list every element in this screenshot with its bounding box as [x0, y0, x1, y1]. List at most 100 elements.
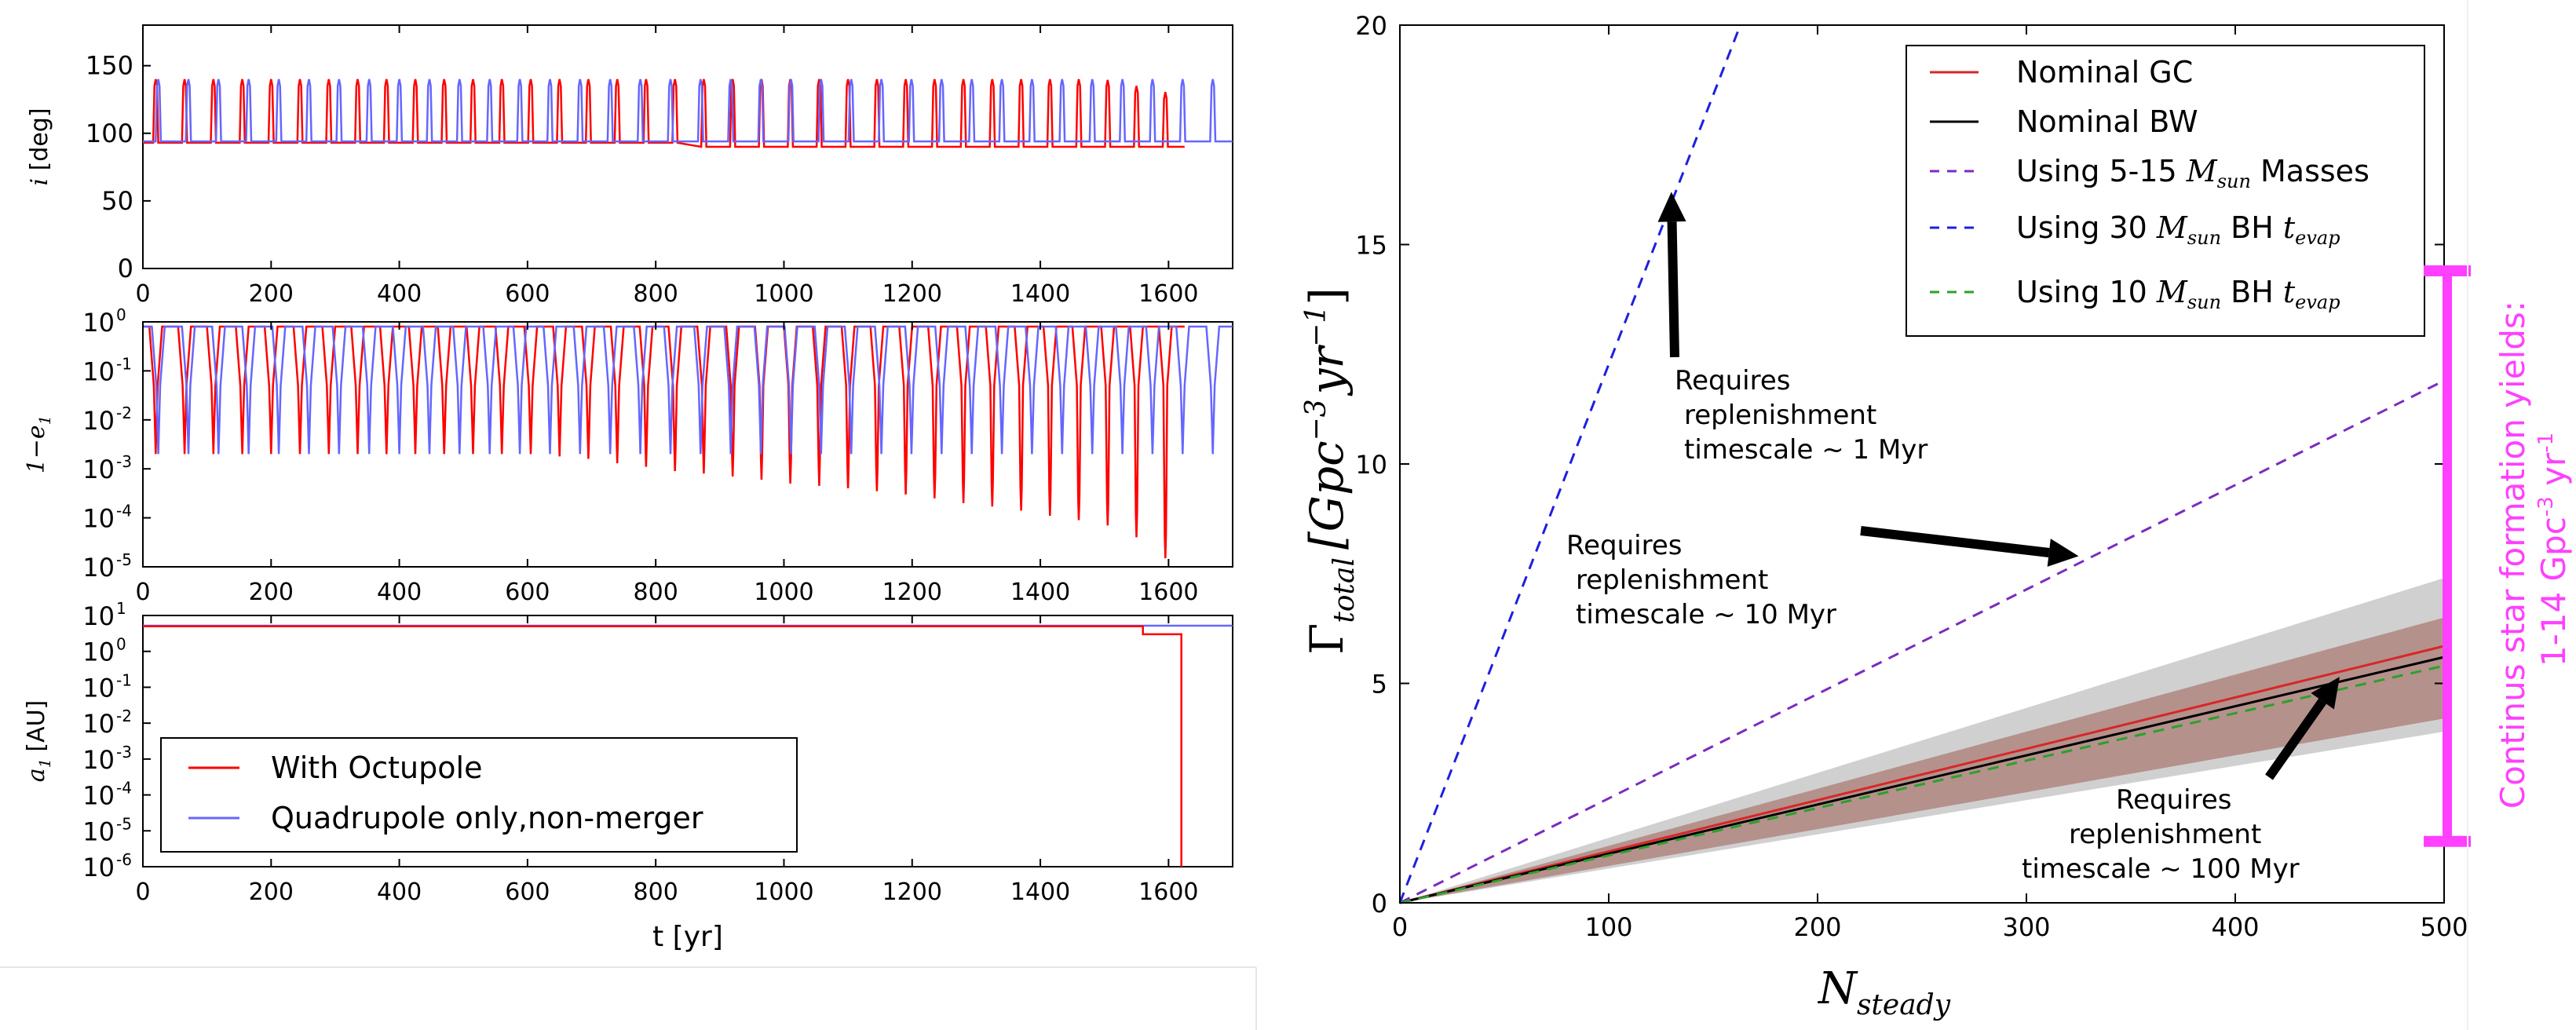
x-tick-label: 1000	[754, 280, 813, 308]
x-tick-label: 100	[1584, 912, 1632, 942]
x-tick-label: 300	[2002, 912, 2050, 942]
series-line-quadrupole	[143, 79, 1233, 143]
series-line-quadrupole	[143, 325, 1233, 455]
y-tick-label: 10	[82, 553, 115, 583]
confidence-band	[1400, 617, 2444, 903]
y-axis-label-sub: 1	[35, 758, 54, 769]
band-group	[1400, 578, 2444, 903]
x-tick-label: 1400	[1010, 579, 1070, 606]
y-tick-label-exp: 0	[116, 635, 126, 654]
annotation-text: replenishment	[1576, 564, 1768, 596]
legend-text: Masses	[2251, 154, 2370, 188]
y-axis-label: Γtotal [Gpc−3yr−1]	[1300, 287, 1361, 655]
y-tick-label-exp: -4	[116, 779, 132, 798]
legend-text: Using 30	[2016, 210, 2157, 245]
legend-math: M	[2186, 154, 2218, 188]
annotation-arrow-shaft	[1860, 526, 2050, 557]
annotation-text: Requires	[2116, 784, 2231, 816]
y-tick-label-exp: -3	[116, 743, 132, 762]
annotation-text: timescale ~ 100 Myr	[2022, 853, 2300, 885]
y-axis-label-math: i	[26, 178, 53, 186]
legend-label-bh30: Using 30 Msun BH tevap	[2016, 210, 2340, 249]
range-bar-label: Continus star formation yields: 1-14 Gpc…	[2494, 290, 2573, 809]
y-axis-label-close: ]	[1300, 287, 1354, 305]
y-tick-label: 15	[1355, 231, 1387, 261]
x-tick-label: 0	[135, 280, 150, 308]
y-axis-label-sub: total	[1328, 557, 1361, 623]
range-bar-exp: -1	[2534, 433, 2558, 453]
annotation-text: timescale ~ 1 Myr	[1684, 434, 1927, 466]
legend-math: t	[2283, 275, 2296, 309]
y-tick-label-exp: -6	[116, 850, 132, 869]
x-tick-label: 400	[377, 280, 422, 308]
y-axis-label-main: a	[23, 768, 50, 782]
series-group	[143, 79, 1233, 148]
y-axis-label-exp2: −1	[1300, 305, 1332, 347]
legend-label-nominal-bw: Nominal BW	[2016, 104, 2198, 139]
confidence-band	[1400, 578, 2444, 903]
annotation-text: replenishment	[1684, 400, 1876, 431]
annotation-text: timescale ~ 10 Myr	[1576, 599, 1836, 630]
x-tick-label: 200	[249, 280, 294, 308]
x-axis-label-sub: steady	[1857, 989, 1951, 1021]
x-tick-label: 1200	[882, 280, 942, 308]
legend-math-sub: sun	[2217, 170, 2251, 192]
annotation-text: replenishment	[2069, 819, 2261, 850]
y-tick-label: 10	[82, 816, 115, 846]
series-line-octupole	[143, 625, 1182, 867]
x-tick-label: 800	[634, 280, 678, 308]
y-tick-label: 5	[1372, 670, 1387, 699]
x-tick-label: 1600	[1138, 579, 1198, 606]
annotation-arrow-head	[1657, 192, 1686, 222]
x-tick-label: 1000	[754, 579, 813, 606]
x-axis-label: Nsteady	[1817, 963, 1951, 1021]
y-tick-label-exp: -2	[116, 404, 132, 422]
y-axis-label: i [deg]	[26, 108, 53, 185]
panel-inclination: 0 200 400 600 800 1000 1200 1400 1600 0 50 100 150 i…	[26, 24, 1233, 308]
x-axis-label-main: N	[1817, 963, 1858, 1014]
series-line-masses	[1399, 379, 2445, 904]
y-tick-label-exp: 0	[116, 305, 126, 324]
legend-text: Using 5-15	[2016, 154, 2187, 188]
x-tick-label: 1400	[1010, 878, 1070, 906]
x-tick-label: 0	[135, 579, 150, 606]
y-tick-label: 10	[82, 356, 115, 386]
range-bar-label-line2: 1-14 Gpc-3 yr-1	[2534, 433, 2573, 667]
legend-math-sub: sun	[2187, 291, 2221, 313]
x-tick-label: 600	[505, 280, 550, 308]
y-tick-label: 50	[101, 186, 133, 216]
legend-label-nominal-gc: Nominal GC	[2016, 55, 2193, 89]
y-axis-label-unit: [deg]	[26, 108, 53, 178]
y-tick-label: 100	[86, 119, 133, 148]
x-tick-label: 200	[1793, 912, 1841, 942]
y-axis-label-unit: [Gpc	[1300, 440, 1354, 550]
legend-math: M	[2156, 275, 2188, 309]
series-group	[143, 325, 1233, 559]
y-tick-label: 10	[82, 853, 115, 882]
legend-box	[1906, 45, 2425, 337]
y-axis-label-gamma: Γ	[1300, 623, 1354, 655]
tick-group: 0 200 400 600 800 1000 1200 1400 1600 0 50 100 150	[86, 25, 1199, 308]
y-tick-label: 10	[82, 455, 115, 484]
legend: Nominal GC Nominal BW Using 5-15 Msun Ma…	[1906, 45, 2425, 337]
series-group	[143, 624, 1233, 867]
annotation-text: Requires	[1566, 530, 1682, 561]
y-axis-label: 1−e1	[23, 415, 54, 474]
annotation-arrow-shaft	[1667, 221, 1679, 358]
range-bar	[2424, 265, 2471, 847]
series-group	[1398, 24, 2445, 904]
x-tick-label: 1600	[1138, 878, 1198, 906]
x-tick-label: 1000	[754, 878, 813, 906]
legend-box	[160, 737, 798, 853]
legend-label-bh10: Using 10 Msun BH tevap	[2016, 275, 2340, 313]
y-tick-label-exp: -4	[116, 502, 132, 520]
y-axis-label-exp: −3	[1300, 399, 1332, 440]
x-tick-label: 600	[505, 579, 550, 606]
annotation-arrow-head	[2311, 677, 2340, 710]
